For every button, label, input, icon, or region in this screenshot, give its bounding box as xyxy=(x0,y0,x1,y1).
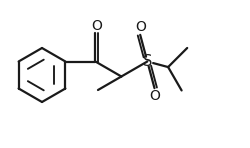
Text: O: O xyxy=(92,18,102,33)
Text: S: S xyxy=(143,54,152,69)
Text: O: O xyxy=(135,20,146,34)
Text: O: O xyxy=(149,89,160,103)
